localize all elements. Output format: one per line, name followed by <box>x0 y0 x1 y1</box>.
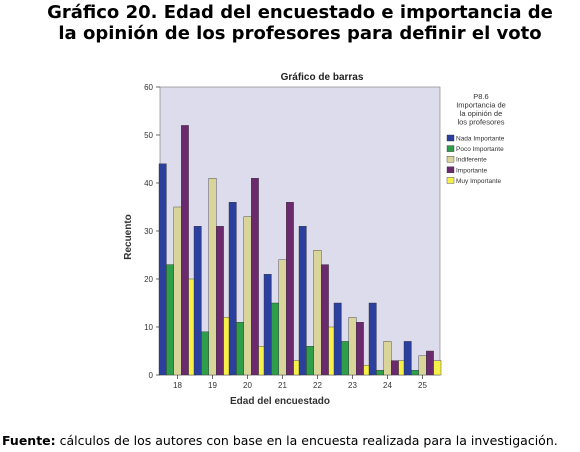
bar-18-1 <box>158 163 167 376</box>
y-tick-label: 10 <box>144 323 153 332</box>
legend-swatch <box>446 155 455 163</box>
bar-22-2 <box>306 346 314 376</box>
bar-19-1 <box>193 225 202 376</box>
x-tick-label: 22 <box>313 381 322 390</box>
legend-label: Poco Importante <box>456 146 504 153</box>
bar-20-3 <box>243 216 252 376</box>
y-tick-label: 0 <box>149 371 154 380</box>
y-tick-label: 40 <box>144 179 153 188</box>
bar-22-3 <box>313 249 322 376</box>
legend-label: Muy Importante <box>456 178 502 185</box>
bar-chart: Gráfico de barras 0 10 20 30 40 50 60 18 19 20 21… <box>123 72 506 407</box>
bar-25-3 <box>418 355 427 376</box>
bar-20-4 <box>250 177 259 376</box>
x-axis-label: Edad del encuestado <box>230 396 330 407</box>
legend-label: Indiferente <box>456 157 487 164</box>
legend-swatch <box>446 177 455 184</box>
y-axis-label: Recuento <box>123 214 134 260</box>
bar-23-4 <box>356 322 364 376</box>
legend-swatch <box>446 134 455 142</box>
legend-swatch <box>446 145 455 152</box>
source-note: Fuente: cálculos de los autores con base… <box>2 433 580 448</box>
x-tick-label: 20 <box>243 381 252 390</box>
bar-22-1 <box>298 225 307 376</box>
bar-21-2 <box>271 302 279 376</box>
legend-title-line: Importancia de <box>456 101 506 110</box>
y-tick-label: 30 <box>144 227 153 236</box>
bar-23-3 <box>348 317 357 376</box>
bar-20-2 <box>236 322 244 376</box>
x-tick-label: 18 <box>173 381 182 390</box>
bars-group <box>158 125 442 376</box>
bar-24-4 <box>391 360 399 376</box>
y-tick-label: 50 <box>144 131 153 140</box>
legend-title-line: P8.6 <box>473 92 488 101</box>
y-tick-label: 20 <box>144 275 153 284</box>
bar-24-2 <box>376 370 384 376</box>
bar-24-3 <box>383 341 392 376</box>
bar-21-1 <box>263 274 272 376</box>
bar-22-4 <box>321 264 329 376</box>
source-text: cálculos de los autores con base en la e… <box>55 433 558 448</box>
bar-25-1 <box>403 341 412 376</box>
bar-19-2 <box>201 331 209 376</box>
bar-25-5 <box>433 360 442 376</box>
bar-25-2 <box>411 370 419 376</box>
bar-25-4 <box>426 350 434 376</box>
bar-24-1 <box>368 302 377 376</box>
x-tick-label: 19 <box>208 381 217 390</box>
bar-23-2 <box>341 341 349 376</box>
y-tick-label: 60 <box>144 83 153 92</box>
chart-title: Gráfico de barras <box>281 72 364 83</box>
bar-18-2 <box>166 264 174 376</box>
x-tick-label: 23 <box>348 381 357 390</box>
bar-19-4 <box>215 225 224 376</box>
legend-swatch <box>446 166 455 174</box>
legend-title-line: los profesores <box>457 118 504 127</box>
legend-label: Importante <box>456 167 487 174</box>
bar-21-3 <box>278 259 287 376</box>
bar-23-1 <box>333 302 342 376</box>
legend-label: Nada Importante <box>456 136 505 143</box>
legend-title-line: la opinión de <box>460 109 503 118</box>
bar-21-4 <box>286 201 294 376</box>
y-axis: 0 10 20 30 40 50 60 <box>144 83 160 380</box>
bar-18-4 <box>180 125 189 376</box>
bar-20-1 <box>228 201 237 376</box>
x-axis: 18 19 20 21 22 23 24 25 <box>173 375 427 390</box>
x-tick-label: 25 <box>418 381 427 390</box>
source-label: Fuente: <box>2 433 56 448</box>
bar-18-3 <box>173 206 182 376</box>
x-tick-label: 24 <box>383 381 392 390</box>
page-title: Gráfico 20. Edad del encuestado e import… <box>47 2 553 44</box>
x-tick-label: 21 <box>278 381 287 390</box>
bar-19-3 <box>208 177 217 376</box>
